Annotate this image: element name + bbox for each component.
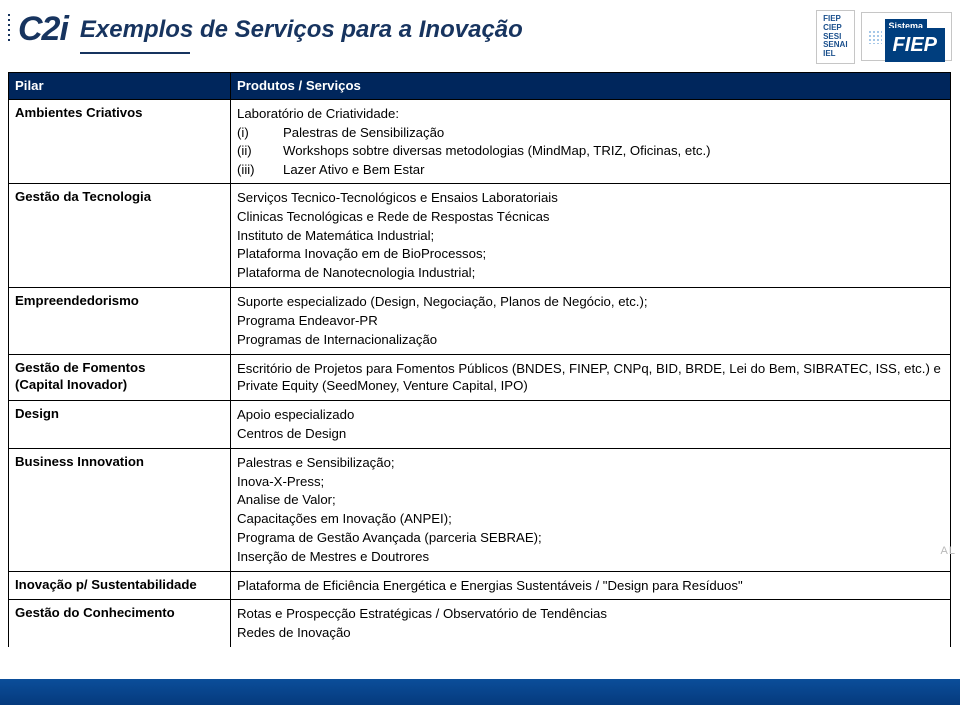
dots-icon bbox=[868, 30, 882, 44]
logo-c2i: C2i bbox=[8, 10, 68, 49]
service-cell: Apoio especializado Centros de Design bbox=[231, 401, 951, 449]
partner-logos: FIEP CIEP SESI SENAI IEL Sistema FIEP bbox=[816, 10, 952, 64]
table-row: Gestão da Tecnologia Serviços Tecnico-Te… bbox=[9, 184, 951, 288]
footer-band bbox=[0, 679, 960, 705]
pilar-cell: Empreendedorismo bbox=[9, 288, 231, 354]
pilar-cell: Design bbox=[9, 401, 231, 449]
pilar-cell: Gestão do Conhecimento bbox=[9, 600, 231, 647]
col-header-pilar: Pilar bbox=[9, 72, 231, 99]
service-cell: Escritório de Projetos para Fomentos Púb… bbox=[231, 354, 951, 401]
header: C2i Exemplos de Serviços para a Inovação… bbox=[0, 0, 960, 70]
table-row: Ambientes Criativos Laboratório de Criat… bbox=[9, 99, 951, 183]
table-row: Empreendedorismo Suporte especializado (… bbox=[9, 288, 951, 354]
pilar-cell: Business Innovation bbox=[9, 448, 231, 571]
pilar-cell: Inovação p/ Sustentabilidade bbox=[9, 571, 231, 600]
pilar-cell: Gestão da Tecnologia bbox=[9, 184, 231, 288]
table-row: Gestão do Conhecimento Rotas e Prospecçã… bbox=[9, 600, 951, 647]
services-table: Pilar Produtos / Serviços Ambientes Cria… bbox=[8, 72, 951, 647]
table-row: Gestão de Fomentos (Capital Inovador) Es… bbox=[9, 354, 951, 401]
service-cell: Plataforma de Eficiência Energética e En… bbox=[231, 571, 951, 600]
table-row: Design Apoio especializado Centros de De… bbox=[9, 401, 951, 449]
fiep-group-logo: FIEP CIEP SESI SENAI IEL bbox=[816, 10, 854, 64]
table-row: Inovação p/ Sustentabilidade Plataforma … bbox=[9, 571, 951, 600]
pilar-cell: Gestão de Fomentos (Capital Inovador) bbox=[9, 354, 231, 401]
col-header-produtos: Produtos / Serviços bbox=[231, 72, 951, 99]
pilar-cell: Ambientes Criativos bbox=[9, 99, 231, 183]
sistema-fiep-logo: Sistema FIEP bbox=[861, 12, 952, 61]
service-cell: Rotas e Prospecção Estratégicas / Observ… bbox=[231, 600, 951, 647]
header-rule bbox=[80, 52, 190, 54]
table-row: Business Innovation Palestras e Sensibil… bbox=[9, 448, 951, 571]
service-cell: Suporte especializado (Design, Negociaçã… bbox=[231, 288, 951, 354]
service-cell: Laboratório de Criatividade: (i)Palestra… bbox=[231, 99, 951, 183]
watermark: AL bbox=[941, 545, 956, 557]
service-cell: Palestras e Sensibilização; Inova-X-Pres… bbox=[231, 448, 951, 571]
page-title: Exemplos de Serviços para a Inovação bbox=[80, 10, 804, 44]
service-cell: Serviços Tecnico-Tecnológicos e Ensaios … bbox=[231, 184, 951, 288]
